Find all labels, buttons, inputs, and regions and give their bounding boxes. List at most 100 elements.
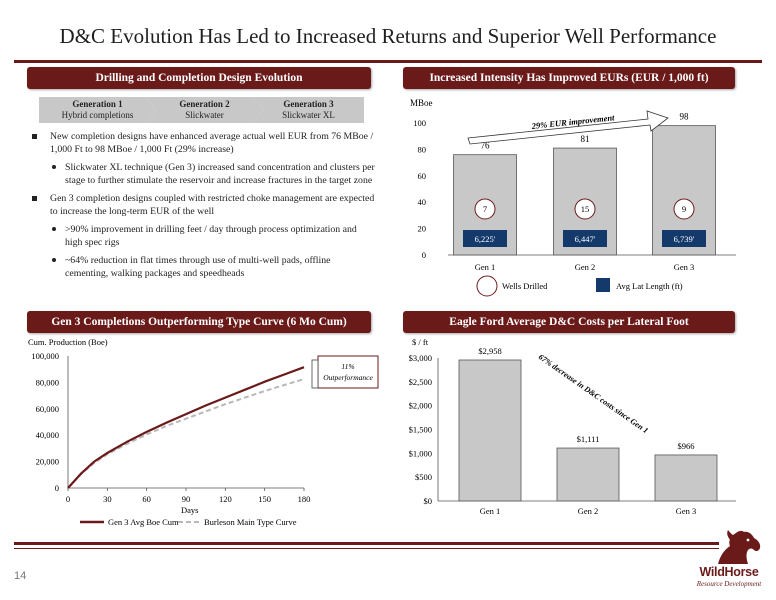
eur-y-tick-label: 80	[418, 144, 427, 154]
lat-length-label: 6,739'	[674, 234, 695, 244]
dc-cost-bar-chart: $ / ft $0 $500 $1,000 $1,500 $2,000 $2,500 $3,…	[409, 337, 736, 516]
cum-x-tick-label: 0	[66, 494, 70, 504]
cost-x-tick-label: Gen 2	[578, 506, 599, 516]
wells-drilled-marker	[474, 198, 496, 220]
generation-step-2: Generation 2 Slickwater	[146, 97, 263, 123]
sub-bullet-drilling-feet: >90% improvement in drilling feet / day …	[30, 223, 375, 249]
outperformance-label: Outperformance	[323, 373, 373, 382]
cum-y-tick-label: 100,000	[31, 351, 59, 361]
footer-divider	[14, 542, 719, 545]
generation-step-3: Generation 3 Slickwater XL	[253, 97, 364, 123]
eur-y-tick-label: 0	[422, 250, 426, 260]
cum-x-tick-label: 90	[182, 494, 191, 504]
eur-bar-chart: MBoe 0 20 40 60 80 100 76 7 6,225' Gen 1 81 15 6,44…	[410, 98, 736, 297]
cost-bar-value-label: $2,958	[478, 346, 501, 356]
eur-x-tick-label: Gen 1	[475, 262, 496, 272]
cum-x-tick-label: 180	[298, 494, 311, 504]
outperformance-value: 11%	[341, 362, 354, 371]
generation-steps: Generation 1 Hybrid completions Generati…	[39, 97, 364, 123]
design-evolution-header: Drilling and Completion Design Evolution	[27, 67, 371, 89]
eur-y-tick-label: 20	[418, 224, 427, 234]
design-bullets: New completion designs have enhanced ave…	[30, 130, 375, 285]
wells-drilled-label: 15	[581, 204, 590, 214]
cost-bar-value-label: $1,111	[577, 434, 600, 444]
footer-divider-thin	[14, 548, 719, 549]
outperformance-callout: 11% Outperformance	[311, 355, 379, 389]
cost-x-tick-label: Gen 1	[480, 506, 501, 516]
cum-x-tick-label: 60	[142, 494, 151, 504]
cum-y-tick-label: 80,000	[36, 377, 59, 387]
cost-y-tick-label: $3,000	[409, 353, 432, 363]
cum-chart-header: Gen 3 Completions Outperforming Type Cur…	[27, 311, 371, 333]
generation-step-1: Generation 1 Hybrid completions	[39, 97, 156, 123]
eur-bar-value-label: 98	[680, 112, 690, 122]
eur-legend: Wells Drilled Avg Lat Length (ft)	[476, 275, 683, 297]
horse-head-icon	[718, 530, 761, 564]
lat-length-legend-label: Avg Lat Length (ft)	[616, 281, 683, 291]
cost-bar	[556, 447, 620, 502]
cum-x-tick-label: 120	[219, 494, 232, 504]
eur-x-tick-label: Gen 2	[575, 262, 596, 272]
generation-3-title: Generation 3	[283, 99, 334, 109]
wells-drilled-marker	[574, 198, 596, 220]
type-curve-legend-label: Burleson Main Type Curve	[204, 517, 297, 527]
logo-wordmark: WildHorse	[699, 565, 759, 579]
cost-bar-value-label: $966	[678, 441, 695, 451]
bullet-choke-management: Gen 3 completion designs coupled with re…	[30, 192, 375, 218]
cum-y-axis-label: Cum. Production (Boe)	[28, 337, 108, 347]
cost-decrease-annotation: 67% decrease in D&C costs since Gen 1	[537, 352, 650, 435]
cost-y-tick-label: $1,500	[409, 425, 432, 435]
gen3-avg-cum-line	[67, 366, 305, 489]
eur-y-tick-label: 100	[413, 118, 426, 128]
wells-drilled-legend-label: Wells Drilled	[502, 281, 548, 291]
lat-length-label: 6,447'	[575, 234, 596, 244]
bullet-eur-increase: New completion designs have enhanced ave…	[30, 130, 375, 156]
cum-y-tick-label: 20,000	[36, 457, 59, 467]
cum-y-tick-label: 60,000	[36, 404, 59, 414]
generation-1-subtitle: Hybrid completions	[61, 110, 134, 120]
sub-bullet-flat-times: ~64% reduction in flat times through use…	[30, 254, 375, 280]
wells-drilled-marker	[673, 198, 695, 220]
page-title: D&C Evolution Has Led to Increased Retur…	[59, 24, 717, 48]
eur-improvement-arrow: 29% EUR improvement	[467, 110, 669, 145]
eur-bar-value-label: 76	[481, 141, 491, 151]
cost-y-axis-label: $ / ft	[412, 337, 429, 347]
cost-y-tick-label: $1,000	[409, 448, 432, 458]
cost-y-tick-label: $2,000	[409, 401, 432, 411]
generation-2-title: Generation 2	[179, 99, 230, 109]
eur-chart-header: Increased Intensity Has Improved EURs (E…	[403, 67, 735, 89]
eur-y-tick-label: 40	[418, 197, 427, 207]
cum-x-tick-label: 30	[103, 494, 112, 504]
title-divider	[14, 60, 762, 63]
cost-y-tick-label: $0	[424, 496, 433, 506]
eur-bar-value-label: 81	[581, 134, 590, 144]
logo-tagline: Resource Development	[696, 580, 762, 588]
cost-x-tick-label: Gen 3	[676, 506, 697, 516]
page-number: 14	[14, 570, 27, 582]
lat-length-label: 6,225'	[475, 234, 496, 244]
wells-drilled-legend-marker	[476, 275, 498, 297]
cum-x-tick-label: 150	[258, 494, 271, 504]
eur-x-tick-label: Gen 3	[674, 262, 695, 272]
generation-2-subtitle: Slickwater	[185, 110, 224, 120]
cum-x-axis-label: Days	[181, 505, 198, 515]
wells-drilled-label: 7	[483, 204, 487, 214]
cost-bar	[654, 454, 718, 502]
eur-y-axis-label: MBoe	[410, 98, 433, 108]
lat-length-box	[463, 230, 507, 247]
wildhorse-logo: WildHorse Resource Development	[688, 528, 770, 592]
cost-chart-header: Eagle Ford Average D&C Costs per Lateral…	[403, 311, 735, 333]
cum-production-line-chart: Cum. Production (Boe) 0 20,000 40,000 60,00…	[28, 337, 379, 527]
lat-length-legend-marker	[596, 278, 610, 292]
cum-y-tick-label: 40,000	[36, 430, 59, 440]
sub-bullet-slickwater-xl: Slickwater XL technique (Gen 3) increase…	[30, 161, 375, 187]
generation-1-title: Generation 1	[72, 99, 123, 109]
generation-3-subtitle: Slickwater XL	[282, 110, 335, 120]
cum-legend: Gen 3 Avg Boe Cum Burleson Main Type Cur…	[80, 517, 297, 527]
cum-y-tick-label: 0	[55, 483, 59, 493]
cost-y-tick-label: $500	[415, 472, 432, 482]
type-curve-line	[67, 378, 305, 489]
lat-length-box	[563, 230, 607, 247]
cost-bar	[458, 359, 522, 502]
lat-length-box	[662, 230, 706, 247]
